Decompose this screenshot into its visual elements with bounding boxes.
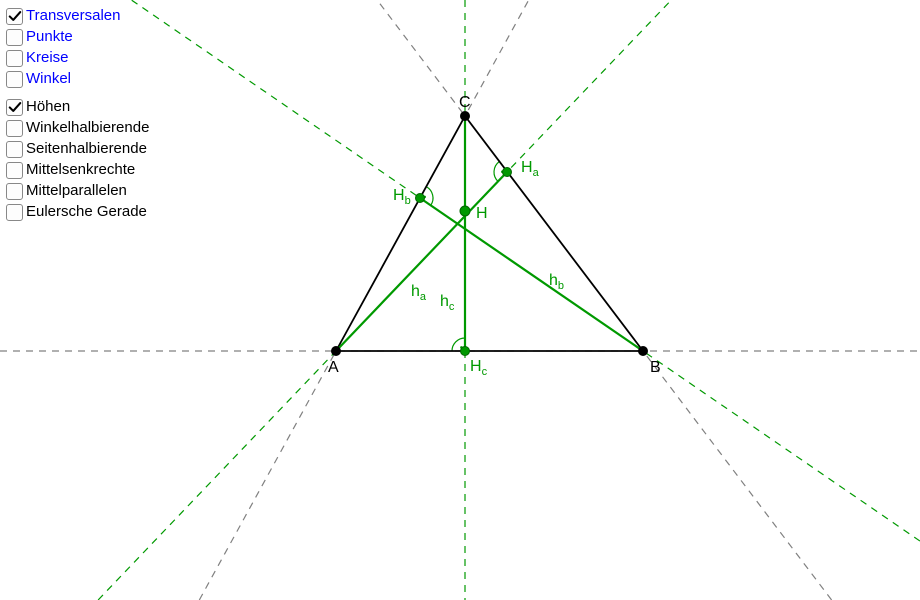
checkbox-label: Punkte bbox=[26, 27, 73, 47]
checkbox-label: Eulersche Gerade bbox=[26, 202, 147, 222]
checkbox-box[interactable] bbox=[6, 141, 23, 158]
svg-text:ha: ha bbox=[411, 283, 427, 303]
checkbox-label: Mittelsenkrechte bbox=[26, 160, 135, 180]
checkbox-winkelhalbierende[interactable]: Winkelhalbierende bbox=[6, 118, 149, 138]
checkbox-transversalen[interactable]: Transversalen bbox=[6, 6, 149, 26]
checkbox-label: Kreise bbox=[26, 48, 69, 68]
checkbox-group-2: HöhenWinkelhalbierendeSeitenhalbierendeM… bbox=[6, 97, 149, 222]
checkbox-box[interactable] bbox=[6, 8, 23, 25]
checkbox-box[interactable] bbox=[6, 183, 23, 200]
checkbox-label: Höhen bbox=[26, 97, 70, 117]
svg-text:B: B bbox=[650, 359, 661, 376]
svg-text:Hb: Hb bbox=[393, 187, 411, 207]
checkbox-label: Winkel bbox=[26, 69, 71, 89]
checkbox-box[interactable] bbox=[6, 99, 23, 116]
svg-text:Ha: Ha bbox=[521, 159, 540, 179]
checkbox-group-1: TransversalenPunkteKreiseWinkel bbox=[6, 6, 149, 89]
checkbox-mittelsenkrechte[interactable]: Mittelsenkrechte bbox=[6, 160, 149, 180]
svg-text:H: H bbox=[476, 205, 488, 222]
checkbox-box[interactable] bbox=[6, 204, 23, 221]
checkbox-label: Transversalen bbox=[26, 6, 120, 26]
checkbox-seitenhalbierende[interactable]: Seitenhalbierende bbox=[6, 139, 149, 159]
checkbox-box[interactable] bbox=[6, 162, 23, 179]
checkbox-label: Seitenhalbierende bbox=[26, 139, 147, 159]
checkbox-label: Winkelhalbierende bbox=[26, 118, 149, 138]
checkbox-box[interactable] bbox=[6, 120, 23, 137]
svg-text:A: A bbox=[328, 359, 339, 376]
checkbox-punkte[interactable]: Punkte bbox=[6, 27, 149, 47]
checkbox-höhen[interactable]: Höhen bbox=[6, 97, 149, 117]
svg-text:Hc: Hc bbox=[470, 358, 488, 378]
checkbox-label: Mittelparallelen bbox=[26, 181, 127, 201]
checkbox-kreise[interactable]: Kreise bbox=[6, 48, 149, 68]
checkbox-mittelparallelen[interactable]: Mittelparallelen bbox=[6, 181, 149, 201]
checkbox-box[interactable] bbox=[6, 71, 23, 88]
checkbox-eulersche-gerade[interactable]: Eulersche Gerade bbox=[6, 202, 149, 222]
svg-text:hc: hc bbox=[440, 293, 455, 313]
checkbox-winkel[interactable]: Winkel bbox=[6, 69, 149, 89]
checkbox-box[interactable] bbox=[6, 29, 23, 46]
checkbox-box[interactable] bbox=[6, 50, 23, 67]
svg-text:C: C bbox=[459, 94, 471, 111]
checkbox-panel: TransversalenPunkteKreiseWinkel HöhenWin… bbox=[6, 6, 149, 223]
